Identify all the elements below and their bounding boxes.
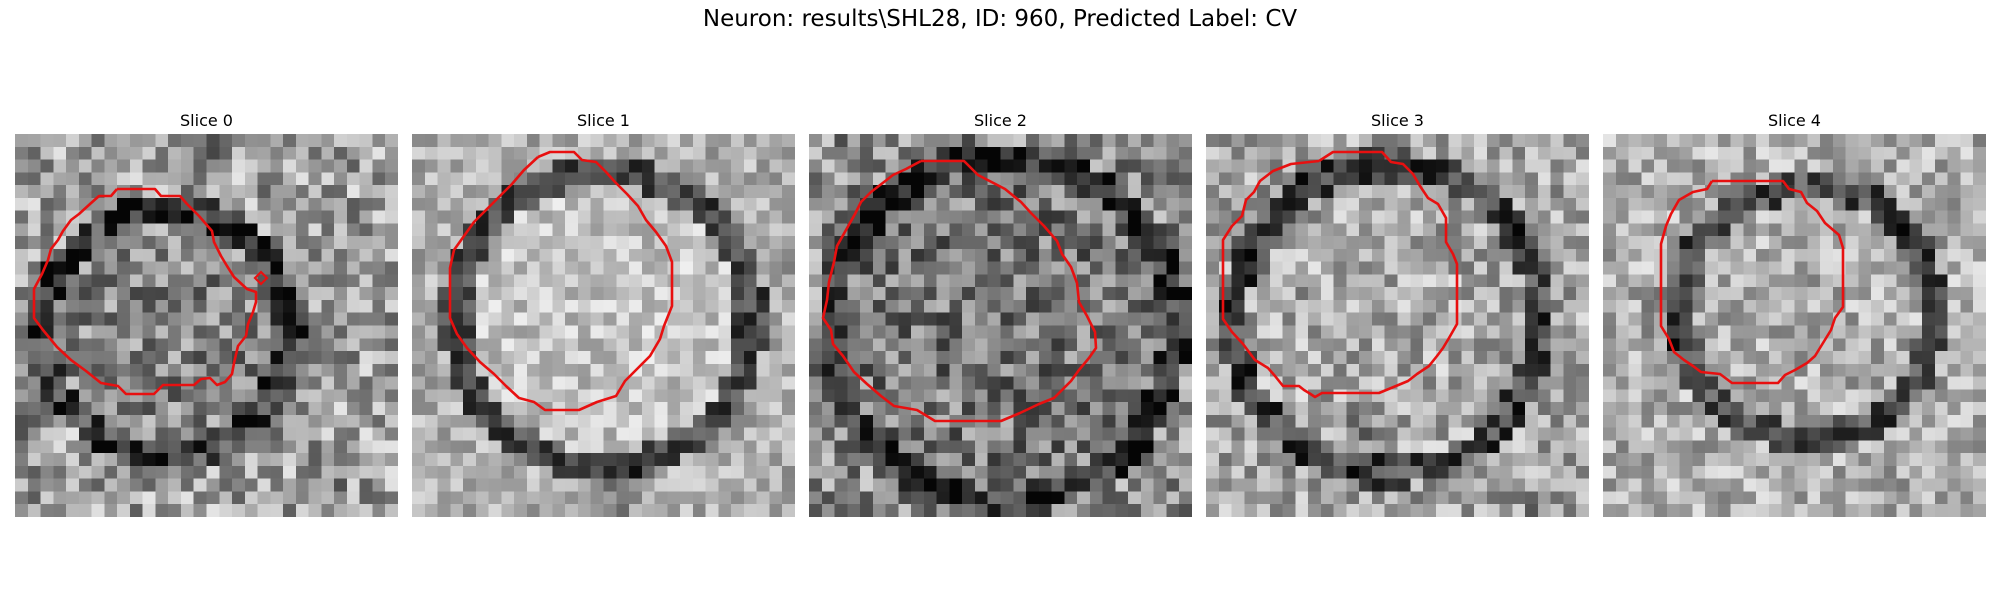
slice-3-contour xyxy=(1206,134,1589,517)
slice-panel-3: Slice 3 xyxy=(1206,108,1589,517)
slice-0-contour xyxy=(15,134,398,517)
slice-panel-2: Slice 2 xyxy=(809,108,1192,517)
slice-2-title: Slice 2 xyxy=(809,108,1192,134)
slice-panel-4: Slice 4 xyxy=(1603,108,1986,517)
slice-1-title: Slice 1 xyxy=(412,108,795,134)
slice-4-contour xyxy=(1603,134,1986,517)
slice-1-contour xyxy=(412,134,795,517)
slice-3-title: Slice 3 xyxy=(1206,108,1589,134)
slice-4-title: Slice 4 xyxy=(1603,108,1986,134)
slice-panel-0: Slice 0 xyxy=(15,108,398,517)
slice-0-title: Slice 0 xyxy=(15,108,398,134)
slice-2-contour xyxy=(809,134,1192,517)
figure-title: Neuron: results\SHL28, ID: 960, Predicte… xyxy=(0,6,2000,32)
slice-panel-1: Slice 1 xyxy=(412,108,795,517)
